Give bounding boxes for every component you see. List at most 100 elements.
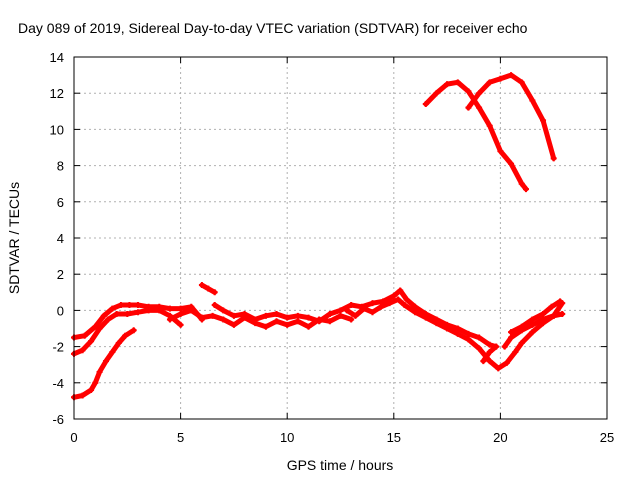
data-point [262,312,269,319]
data-point [343,307,350,314]
data-point [540,311,547,318]
data-point [126,301,133,308]
data-point [444,81,451,88]
data-point [503,359,510,366]
y-tick-label: 2 [57,267,64,282]
data-series [71,72,566,401]
data-point [337,307,344,314]
data-point [352,312,359,319]
data-point [109,349,116,356]
data-point [284,314,291,321]
data-point [508,160,515,167]
data-point [465,104,472,111]
data-point [117,301,124,308]
x-tick-label: 25 [600,430,614,445]
data-point [403,296,410,303]
data-point [559,311,566,318]
data-point [130,327,137,334]
data-point [454,330,461,337]
data-point [230,321,237,328]
data-point [220,316,227,323]
data-point [497,75,504,82]
data-point [134,309,141,316]
data-point [156,303,163,310]
data-point [397,287,404,294]
data-point [454,79,461,86]
data-point [177,311,184,318]
data-point [211,301,218,308]
data-point [518,323,525,330]
data-point [92,323,99,330]
y-tick-label: 8 [57,159,64,174]
data-point [512,349,519,356]
data-point [109,305,116,312]
data-point [305,323,312,330]
data-point [294,312,301,319]
data-point [92,379,99,386]
data-point [518,339,525,346]
y-tick-label: 12 [50,86,64,101]
data-point [548,303,555,310]
data-point [465,330,472,337]
data-point [390,292,397,299]
data-point [433,320,440,327]
data-point [166,316,173,323]
data-point [113,311,120,318]
data-point [529,316,536,323]
x-axis-label: GPS time / hours [287,457,394,473]
data-point [486,341,493,348]
x-tick-label: 10 [280,430,294,445]
y-tick-label: 4 [57,231,64,246]
data-point [294,318,301,325]
data-point [326,318,333,325]
data-point [211,289,218,296]
data-point [105,316,112,323]
data-point [96,325,103,332]
data-point [145,303,152,310]
data-point [369,300,376,307]
data-point [198,282,205,289]
data-point [284,321,291,328]
data-point [550,155,557,162]
y-tick-label: -4 [52,376,64,391]
data-point [273,311,280,318]
x-tick-label: 0 [70,430,77,445]
data-point [508,72,515,79]
data-point [486,79,493,86]
chart-title: Day 089 of 2019, Sidereal Day-to-day VTE… [18,20,528,36]
y-tick-label: -2 [52,340,64,355]
data-point [518,79,525,86]
data-point [198,314,205,321]
data-point [476,90,483,97]
data-point [412,303,419,310]
data-point [88,338,95,345]
data-point [177,321,184,328]
data-point [337,312,344,319]
data-point [273,318,280,325]
y-tick-label: 14 [50,50,64,65]
y-tick-label: 0 [57,303,64,318]
y-tick-label: 10 [50,122,64,137]
data-point [480,358,487,365]
x-tick-label: 15 [387,430,401,445]
data-point [486,122,493,129]
data-point [348,316,355,323]
data-point [395,296,402,303]
y-axis-label: SDTVAR / TECUs [6,182,22,294]
data-point [79,347,86,354]
data-point [433,90,440,97]
data-point [465,336,472,343]
data-point [522,186,529,193]
data-point [230,312,237,319]
data-point [401,301,408,308]
data-point [540,316,547,323]
data-point [262,323,269,330]
data-point [326,311,333,318]
data-point [305,314,312,321]
data-point [177,305,184,312]
data-point [96,368,103,375]
data-point [495,365,502,372]
data-point [166,305,173,312]
